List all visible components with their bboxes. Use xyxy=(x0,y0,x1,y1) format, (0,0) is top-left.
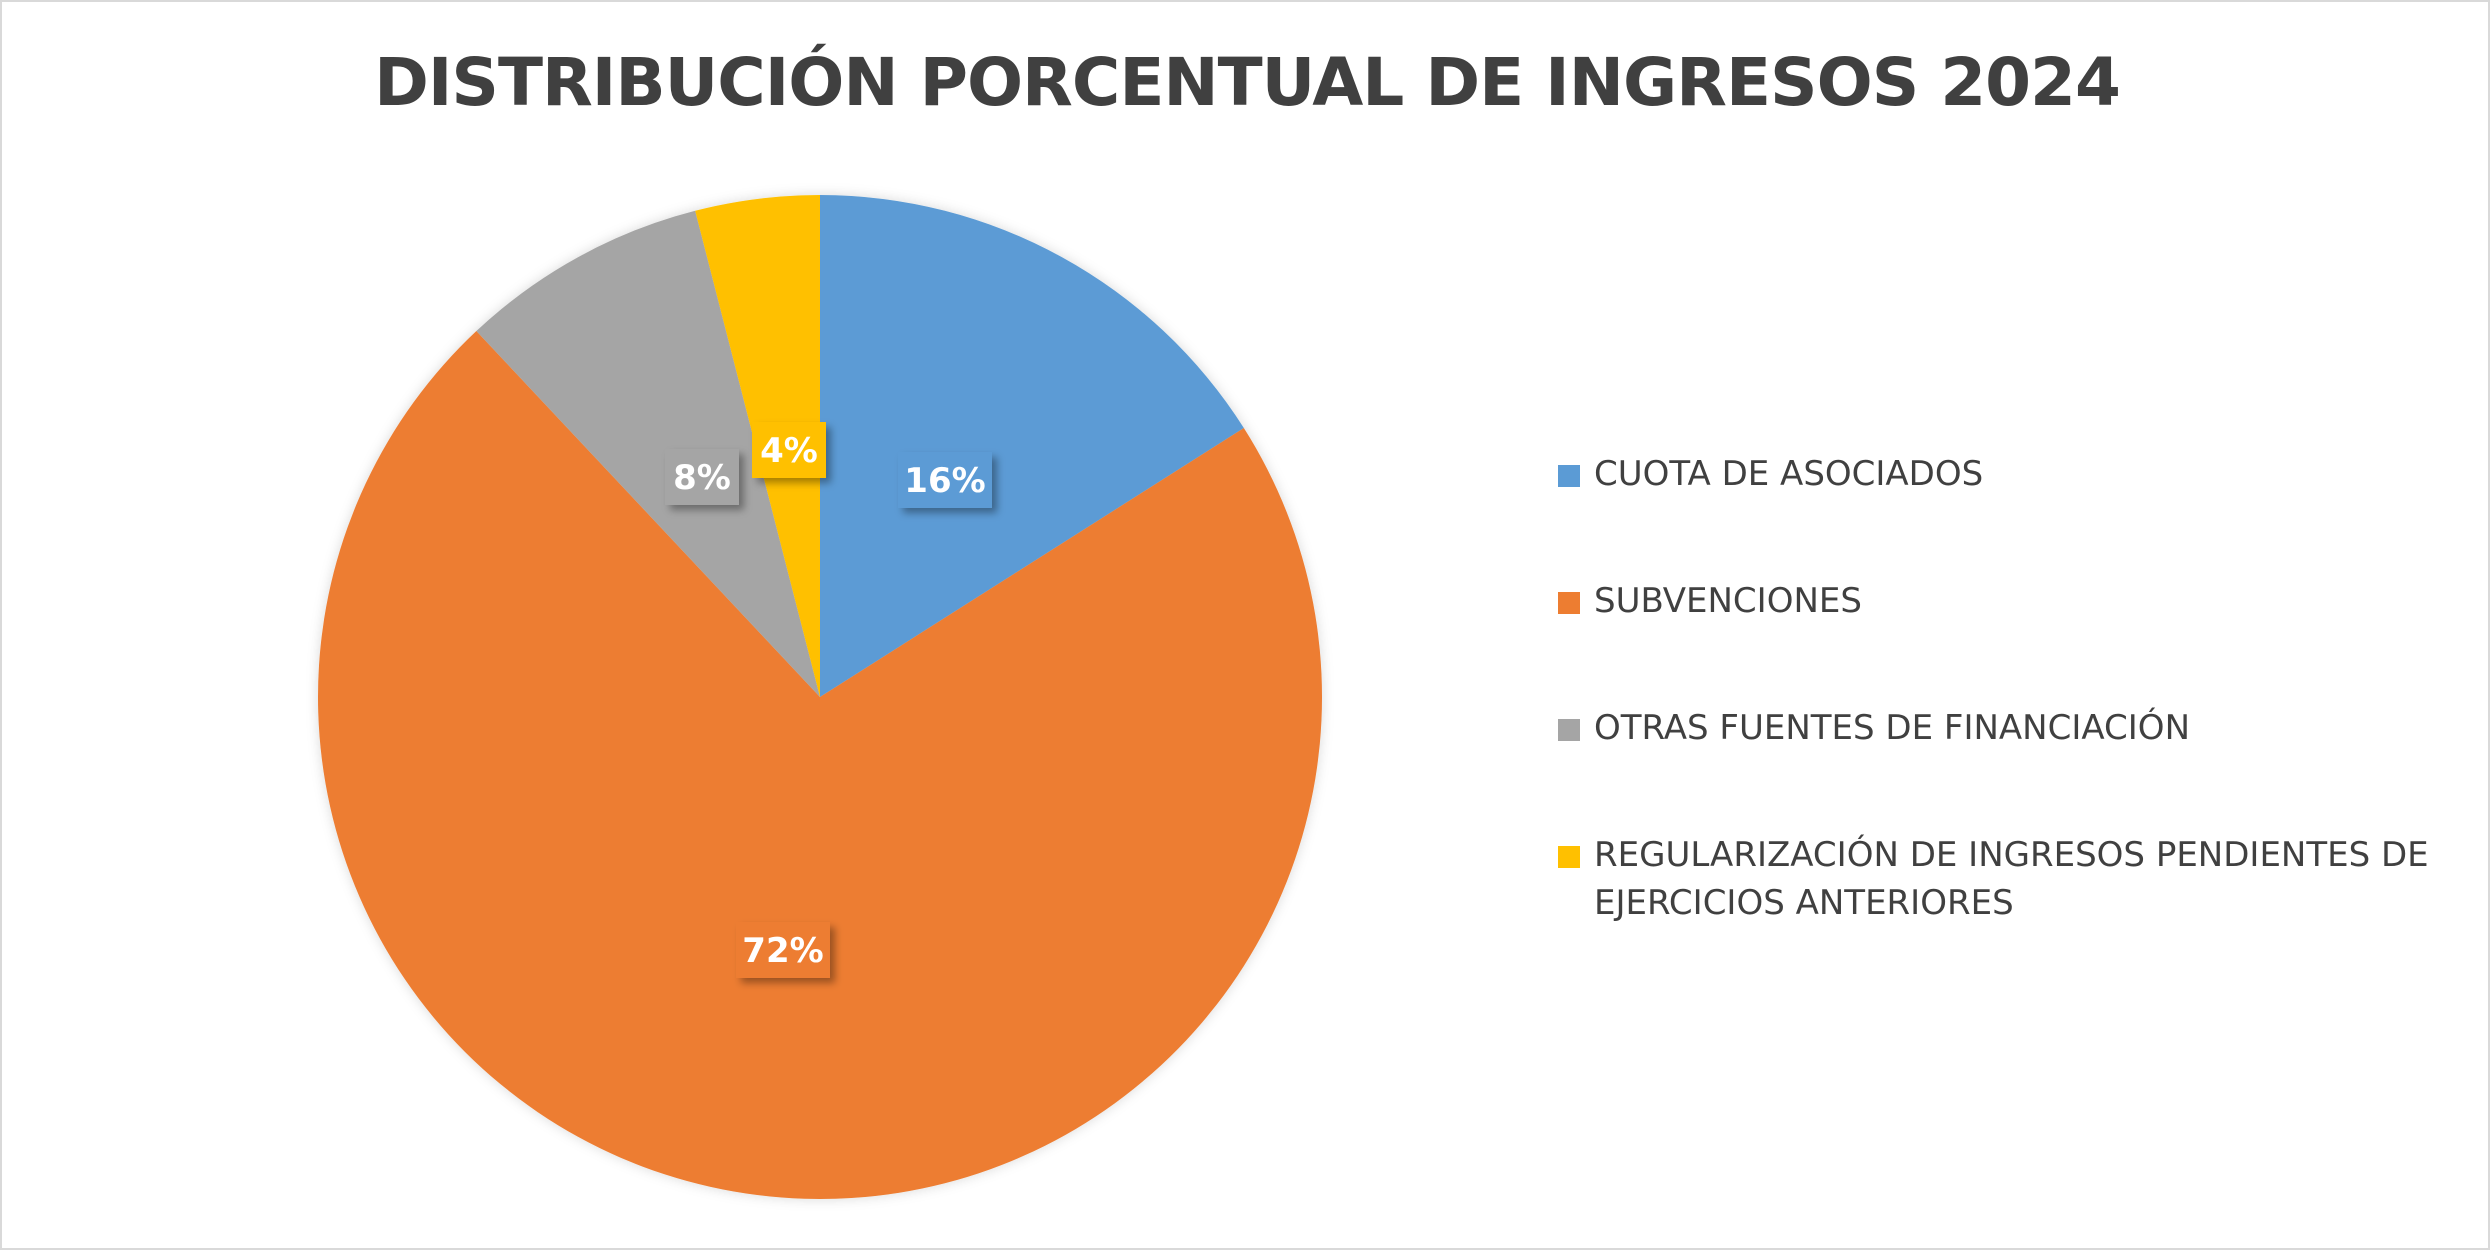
legend-label: REGULARIZACIÓN DE INGRESOS PENDIENTES DE… xyxy=(1594,835,2429,923)
legend-label: OTRAS FUENTES DE FINANCIACIÓN xyxy=(1594,708,2190,748)
data-label-box xyxy=(898,452,992,508)
legend-label: SUBVENCIONES xyxy=(1594,581,1862,621)
chart-title: DISTRIBUCIÓN PORCENTUAL DE INGRESOS 2024 xyxy=(374,44,2121,121)
data-label-text: 4% xyxy=(760,431,818,471)
pie-slice-otras-fuentes xyxy=(476,210,820,697)
legend-label: CUOTA DE ASOCIADOS xyxy=(1594,454,1984,494)
data-label-box xyxy=(665,449,739,505)
legend-entry-otras-fuentes: OTRAS FUENTES DE FINANCIACIÓN xyxy=(1558,704,2458,752)
legend-swatch xyxy=(1558,719,1580,741)
data-label-regularizacion: 4% xyxy=(752,422,826,478)
legend-entry-cuota: CUOTA DE ASOCIADOS xyxy=(1558,450,2458,498)
data-label-box xyxy=(736,922,830,978)
pie-slice-cuota xyxy=(820,195,1244,697)
pie-slice-subvenciones xyxy=(318,331,1323,1200)
legend-entry-regularizacion: REGULARIZACIÓN DE INGRESOS PENDIENTES DE… xyxy=(1558,831,2458,927)
data-label-box xyxy=(752,422,826,478)
legend-entry-subvenciones: SUBVENCIONES xyxy=(1558,577,2458,625)
data-label-subvenciones: 72% xyxy=(736,922,830,978)
data-label-cuota: 16% xyxy=(898,452,992,508)
legend-swatch xyxy=(1558,465,1580,487)
legend-swatch xyxy=(1558,592,1580,614)
legend-swatch xyxy=(1558,846,1580,868)
data-label-text: 72% xyxy=(742,931,823,971)
legend: CUOTA DE ASOCIADOS SUBVENCIONES OTRAS FU… xyxy=(1558,450,2458,927)
data-label-text: 8% xyxy=(673,458,731,498)
data-label-text: 16% xyxy=(904,461,985,501)
data-label-otras-fuentes: 8% xyxy=(665,449,739,505)
